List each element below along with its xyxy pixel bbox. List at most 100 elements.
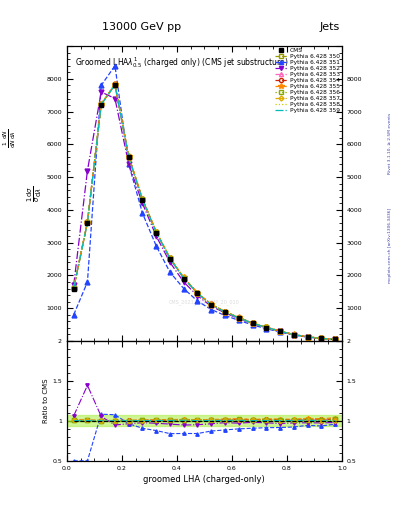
Pythia 6.428 352 xyxy=(195,293,200,299)
Pythia 6.428 354 xyxy=(140,196,145,202)
Pythia 6.428 355 xyxy=(154,228,159,234)
Pythia 6.428 356 xyxy=(140,196,145,202)
Pythia 6.428 353 xyxy=(72,285,76,291)
Pythia 6.428 351 xyxy=(140,210,145,216)
Pythia 6.428 357 xyxy=(209,302,214,308)
Pythia 6.428 353 xyxy=(209,302,214,308)
Pythia 6.428 352 xyxy=(154,233,159,239)
Pythia 6.428 350 xyxy=(154,229,159,236)
Pythia 6.428 357 xyxy=(113,82,118,88)
CMS xyxy=(319,335,324,342)
Pythia 6.428 350 xyxy=(127,154,131,160)
Pythia 6.428 352 xyxy=(168,259,173,265)
Pythia 6.428 356 xyxy=(264,324,269,330)
Pythia 6.428 359 xyxy=(72,285,76,291)
Pythia 6.428 355 xyxy=(278,328,283,334)
Pythia 6.428 352 xyxy=(250,321,255,327)
Pythia 6.428 359 xyxy=(154,229,159,236)
Pythia 6.428 359 xyxy=(305,334,310,340)
Line: Pythia 6.428 357: Pythia 6.428 357 xyxy=(72,83,337,342)
Pythia 6.428 350 xyxy=(305,334,310,340)
Line: Pythia 6.428 359: Pythia 6.428 359 xyxy=(74,85,335,339)
Pythia 6.428 350 xyxy=(72,285,76,291)
Pythia 6.428 352 xyxy=(292,332,296,338)
Pythia 6.428 353 xyxy=(278,328,283,334)
Pythia 6.428 355 xyxy=(319,335,324,342)
Pythia 6.428 356 xyxy=(209,302,214,308)
Pythia 6.428 351 xyxy=(154,243,159,249)
Pythia 6.428 352 xyxy=(278,328,283,334)
Pythia 6.428 353 xyxy=(250,320,255,326)
Pythia 6.428 350 xyxy=(222,309,227,315)
Pythia 6.428 350 xyxy=(168,255,173,262)
Pythia 6.428 354 xyxy=(127,154,131,160)
Pythia 6.428 351 xyxy=(85,279,90,285)
Pythia 6.428 359 xyxy=(195,290,200,296)
Text: CMS_2021_PAS_SMP_20_010: CMS_2021_PAS_SMP_20_010 xyxy=(169,300,240,306)
Pythia 6.428 355 xyxy=(113,81,118,87)
Pythia 6.428 355 xyxy=(85,219,90,225)
Pythia 6.428 350 xyxy=(195,290,200,296)
Text: mcplots.cern.ch [arXiv:1306.3436]: mcplots.cern.ch [arXiv:1306.3436] xyxy=(388,208,392,283)
Pythia 6.428 359 xyxy=(319,335,324,342)
Pythia 6.428 356 xyxy=(72,285,76,291)
Pythia 6.428 350 xyxy=(264,324,269,330)
Pythia 6.428 356 xyxy=(305,334,310,340)
Pythia 6.428 356 xyxy=(182,275,186,281)
Pythia 6.428 352 xyxy=(319,335,324,342)
Pythia 6.428 353 xyxy=(168,255,173,262)
Pythia 6.428 355 xyxy=(99,101,104,107)
Pythia 6.428 358 xyxy=(237,315,241,321)
Line: Pythia 6.428 358: Pythia 6.428 358 xyxy=(74,85,335,339)
CMS xyxy=(72,286,76,292)
CMS xyxy=(278,328,283,334)
Pythia 6.428 354 xyxy=(195,290,200,296)
Pythia 6.428 352 xyxy=(85,167,90,174)
Pythia 6.428 353 xyxy=(264,324,269,330)
Pythia 6.428 358 xyxy=(250,320,255,326)
Pythia 6.428 354 xyxy=(182,274,186,281)
Pythia 6.428 358 xyxy=(264,325,269,331)
Pythia 6.428 357 xyxy=(195,290,200,296)
Pythia 6.428 356 xyxy=(250,320,255,326)
Pythia 6.428 358 xyxy=(99,101,104,108)
Line: Pythia 6.428 354: Pythia 6.428 354 xyxy=(71,82,338,342)
Line: Pythia 6.428 356: Pythia 6.428 356 xyxy=(71,82,338,342)
Pythia 6.428 354 xyxy=(319,335,324,342)
Pythia 6.428 354 xyxy=(292,331,296,337)
Pythia 6.428 351 xyxy=(333,336,338,343)
Pythia 6.428 355 xyxy=(222,308,227,314)
CMS xyxy=(182,275,186,282)
Pythia 6.428 351 xyxy=(264,326,269,332)
Pythia 6.428 355 xyxy=(237,314,241,321)
Legend: CMS, Pythia 6.428 350, Pythia 6.428 351, Pythia 6.428 352, Pythia 6.428 353, Pyt: CMS, Pythia 6.428 350, Pythia 6.428 351,… xyxy=(274,47,341,114)
Pythia 6.428 354 xyxy=(264,324,269,330)
Pythia 6.428 359 xyxy=(237,315,241,321)
Pythia 6.428 355 xyxy=(72,285,76,291)
Pythia 6.428 358 xyxy=(278,328,283,334)
Pythia 6.428 358 xyxy=(209,302,214,308)
Pythia 6.428 350 xyxy=(319,335,324,342)
Pythia 6.428 351 xyxy=(319,335,324,342)
Pythia 6.428 359 xyxy=(99,101,104,108)
Bar xyxy=(67,415,342,426)
Pythia 6.428 353 xyxy=(85,219,90,225)
Pythia 6.428 358 xyxy=(195,290,200,296)
Pythia 6.428 352 xyxy=(113,95,118,101)
Pythia 6.428 350 xyxy=(182,275,186,281)
Pythia 6.428 352 xyxy=(222,310,227,316)
Text: Rivet 3.1.10, ≥ 2.5M events: Rivet 3.1.10, ≥ 2.5M events xyxy=(388,113,392,174)
CMS xyxy=(195,290,200,296)
CMS xyxy=(140,197,145,203)
Pythia 6.428 352 xyxy=(305,334,310,340)
CMS xyxy=(209,302,214,308)
CMS xyxy=(237,315,241,321)
Pythia 6.428 354 xyxy=(209,302,214,308)
Pythia 6.428 356 xyxy=(237,314,241,321)
Pythia 6.428 354 xyxy=(278,328,283,334)
Pythia 6.428 355 xyxy=(140,196,145,202)
Pythia 6.428 356 xyxy=(222,309,227,315)
Pythia 6.428 353 xyxy=(113,82,118,88)
Pythia 6.428 351 xyxy=(250,322,255,328)
Pythia 6.428 357 xyxy=(154,229,159,236)
